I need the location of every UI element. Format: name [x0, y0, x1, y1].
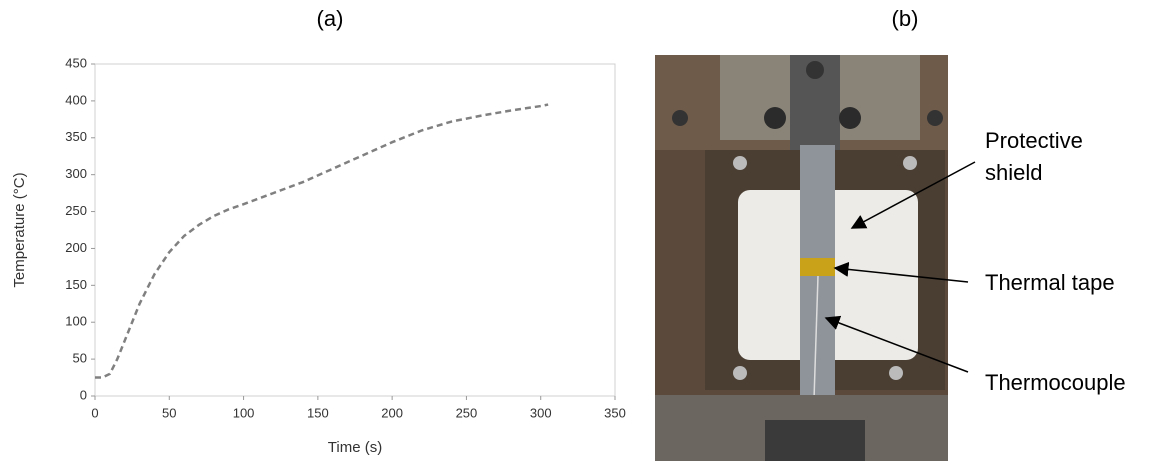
annotation: Protective — [985, 128, 1083, 153]
annotation: shield — [985, 160, 1042, 185]
y-tick-label: 350 — [65, 129, 87, 144]
x-tick-label: 150 — [307, 405, 329, 420]
y-tick-label: 450 — [65, 55, 87, 70]
y-tick-label: 250 — [65, 203, 87, 218]
annotation: Thermal tape — [985, 270, 1115, 295]
x-tick-label: 300 — [530, 405, 552, 420]
arrow — [850, 161, 976, 229]
y-axis-label: Temperature (°C) — [11, 172, 28, 287]
line — [95, 103, 549, 379]
x-tick-label: 200 — [381, 405, 403, 420]
x-tick-label: 100 — [233, 405, 255, 420]
x-axis-label: Time (s) — [328, 439, 382, 456]
plot-frame — [94, 63, 616, 397]
annotations: Protective shield Thermal tape Thermocouple — [985, 128, 1126, 395]
chart-title: (a) — [317, 6, 344, 31]
y-tick-label: 0 — [80, 387, 87, 402]
annotation: Thermocouple — [985, 370, 1126, 395]
x-tick-label: 0 — [91, 405, 98, 420]
y-tick-label: 300 — [65, 166, 87, 181]
y-tick-label: 100 — [65, 314, 87, 329]
plot: 0 50 100 150 200 250 300 350 400 450 0 50 100 150 200 2… — [65, 55, 626, 420]
x-tick-label: 350 — [604, 405, 626, 420]
y-tick-label: 150 — [65, 277, 87, 292]
arrow — [833, 261, 969, 283]
y-tick-label: 200 — [65, 240, 87, 255]
x-tick-label: 50 — [162, 405, 176, 420]
arrow — [824, 315, 969, 373]
y-tick-label: 50 — [73, 351, 87, 366]
panel-label: (b) — [892, 6, 919, 31]
photo — [655, 55, 948, 462]
y-tick-label: 400 — [65, 92, 87, 107]
x-tick-label: 250 — [456, 405, 478, 420]
